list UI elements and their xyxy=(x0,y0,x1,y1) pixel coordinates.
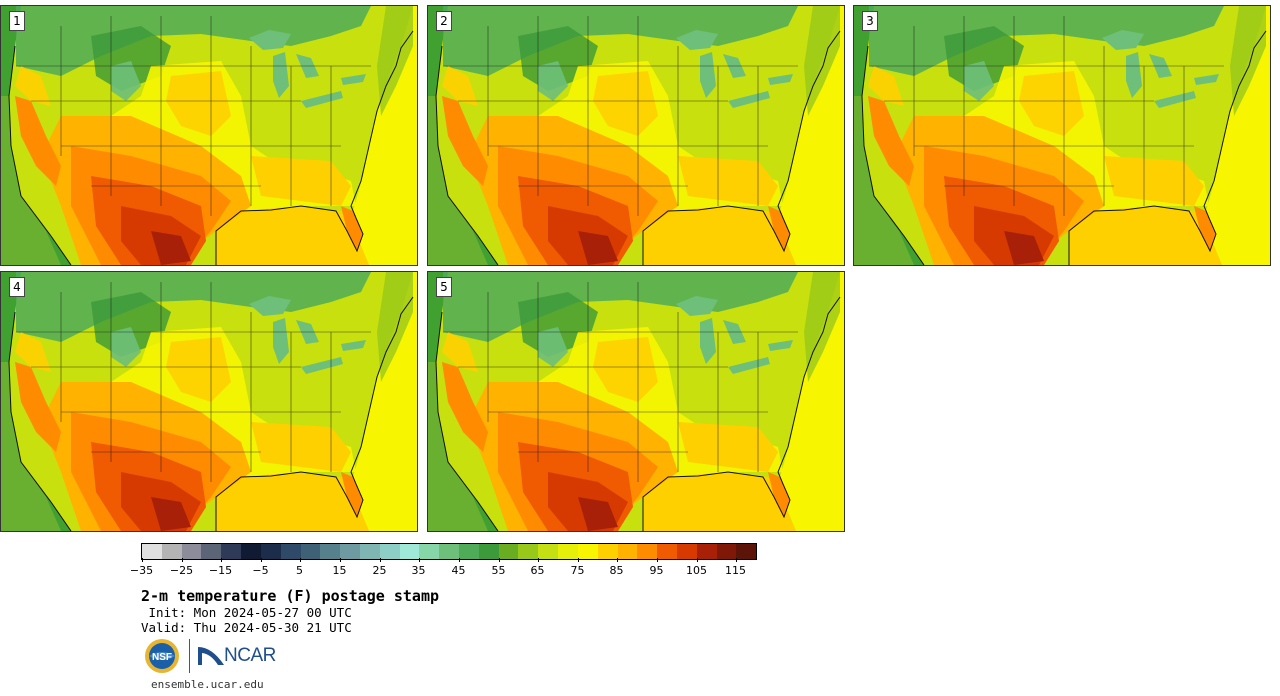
colorbar-tick xyxy=(616,558,618,562)
colorbar-swatch xyxy=(518,544,539,559)
colorbar-swatch xyxy=(498,544,519,559)
colorbar-swatch xyxy=(597,544,618,559)
colorbar-swatch xyxy=(280,544,301,559)
colorbar-swatch xyxy=(241,544,261,559)
colorbar-tick-label: 55 xyxy=(491,564,506,577)
colorbar-tick-label: 115 xyxy=(725,564,746,577)
colorbar-swatch xyxy=(300,544,321,559)
colorbar-tick-label: 5 xyxy=(296,564,303,577)
colorbar-tick-label: −35 xyxy=(129,564,154,577)
temperature-colorbar xyxy=(141,543,757,560)
colorbar-tick-label: 65 xyxy=(530,564,545,577)
colorbar-swatch xyxy=(181,544,202,559)
colorbar-tick xyxy=(656,558,658,562)
colorbar-swatch xyxy=(657,544,677,559)
colorbar-swatch xyxy=(558,544,578,559)
member-label: 3 xyxy=(862,11,878,31)
colorbar-swatch xyxy=(696,544,717,559)
website-link[interactable]: ensemble.ucar.edu xyxy=(151,678,264,691)
colorbar-tick-label: 95 xyxy=(649,564,664,577)
colorbar-tick-label: −25 xyxy=(169,564,194,577)
nsf-logo: NSF xyxy=(145,639,179,673)
colorbar-swatch xyxy=(478,544,499,559)
nsf-logo-text: NSF xyxy=(152,652,172,663)
colorbar-tick-label: 85 xyxy=(609,564,624,577)
colorbar-tick xyxy=(577,558,579,562)
colorbar-swatch xyxy=(617,544,638,559)
map-panel-2: 2 xyxy=(427,5,845,266)
colorbar-tick xyxy=(299,558,301,562)
ncar-logo-text: NCAR xyxy=(224,645,276,666)
colorbar-swatch xyxy=(538,544,559,559)
member-label: 1 xyxy=(9,11,25,31)
colorbar-tick xyxy=(498,558,500,562)
colorbar-swatch xyxy=(459,544,479,559)
colorbar-tick-label: 75 xyxy=(570,564,585,577)
colorbar-tick xyxy=(379,558,381,562)
logo-row: NSF NCAR xyxy=(143,638,276,674)
colorbar-tick xyxy=(260,558,262,562)
map-panel-3: 3 xyxy=(853,5,1271,266)
colorbar-swatch xyxy=(577,544,598,559)
ncar-logo-icon xyxy=(198,647,224,665)
colorbar-swatch xyxy=(736,544,757,559)
member-label: 4 xyxy=(9,277,25,297)
map-panel-5: 5 xyxy=(427,271,845,532)
init-time: Init: Mon 2024-05-27 00 UTC xyxy=(141,605,352,620)
colorbar-swatch xyxy=(340,544,360,559)
colorbar-tick xyxy=(141,558,143,562)
colorbar-tick-label: 45 xyxy=(451,564,466,577)
colorbar-swatch xyxy=(637,544,658,559)
colorbar-tick xyxy=(220,558,222,562)
colorbar-tick xyxy=(339,558,341,562)
valid-time: Valid: Thu 2024-05-30 21 UTC xyxy=(141,620,352,635)
colorbar-ticks: −35 −25 −15 −5 5 15 25 35 45 55 65 75 85 95 105 115 xyxy=(130,558,757,582)
colorbar-swatch xyxy=(716,544,737,559)
logo-divider xyxy=(189,639,190,673)
colorbar-tick-label: 15 xyxy=(332,564,347,577)
colorbar-tick-label: 35 xyxy=(411,564,426,577)
colorbar-swatch xyxy=(260,544,281,559)
colorbar-swatch xyxy=(320,544,341,559)
colorbar-tick xyxy=(181,558,183,562)
colorbar-tick xyxy=(696,558,698,562)
colorbar-tick xyxy=(458,558,460,562)
colorbar-swatch xyxy=(221,544,242,559)
map-panel-4: 4 xyxy=(0,271,418,532)
colorbar-swatch xyxy=(161,544,182,559)
colorbar-swatch xyxy=(439,544,459,559)
colorbar-swatch xyxy=(201,544,222,559)
colorbar-swatch xyxy=(379,544,400,559)
colorbar-swatch xyxy=(419,544,440,559)
colorbar-tick xyxy=(418,558,420,562)
colorbar-swatch xyxy=(399,544,420,559)
colorbar-tick-label: −15 xyxy=(208,564,233,577)
colorbar-swatch xyxy=(359,544,380,559)
colorbar-tick-label: −5 xyxy=(252,564,269,577)
colorbar-tick xyxy=(735,558,737,562)
colorbar-tick xyxy=(537,558,539,562)
colorbar-swatch xyxy=(676,544,697,559)
map-panel-1: 1 xyxy=(0,5,418,266)
member-label: 2 xyxy=(436,11,452,31)
figure-title: 2-m temperature (F) postage stamp xyxy=(141,587,440,605)
colorbar-tick-label: 105 xyxy=(686,564,707,577)
colorbar-swatch xyxy=(142,544,162,559)
member-label: 5 xyxy=(436,277,452,297)
colorbar-tick-label: 25 xyxy=(372,564,387,577)
